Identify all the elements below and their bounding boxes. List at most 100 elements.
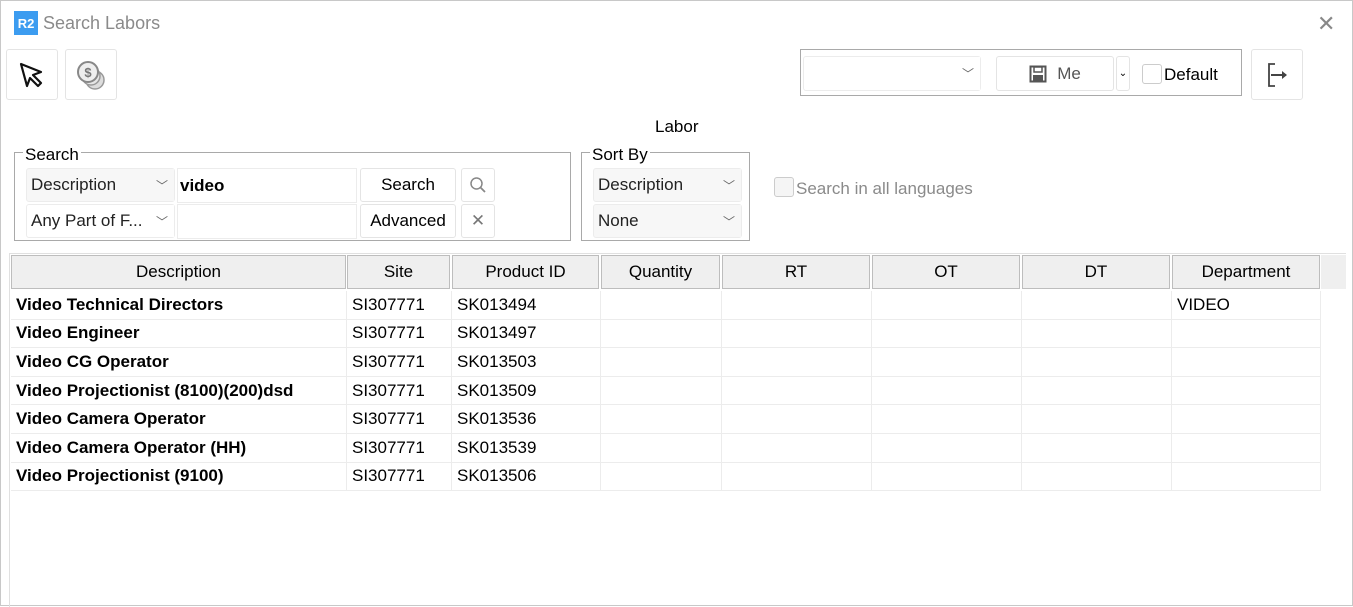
column-header-quantity[interactable]: Quantity — [601, 255, 720, 289]
cell-description: Video Projectionist (9100) — [11, 462, 347, 491]
cell-rt — [722, 405, 872, 433]
cell-product-id: SK013539 — [452, 434, 601, 462]
cell-dt — [1022, 405, 1172, 433]
cell-ot — [872, 405, 1022, 433]
cell-rt — [722, 348, 872, 376]
cell-quantity — [601, 348, 722, 376]
select-button[interactable] — [6, 49, 58, 100]
cell-site: SI307771 — [347, 434, 452, 462]
all-languages-label: Search in all languages — [796, 179, 973, 198]
chevron-down-icon: ﹀ — [150, 169, 174, 201]
table-row[interactable]: Video CG Operator SI307771 SK013503 — [11, 348, 1321, 377]
search-icon-button[interactable] — [461, 168, 495, 202]
chevron-down-icon: ⌄ — [1118, 68, 1128, 79]
cell-quantity — [601, 434, 722, 462]
cell-description: Video Technical Directors — [11, 291, 347, 319]
cell-ot — [872, 462, 1022, 491]
column-header-site[interactable]: Site — [347, 255, 450, 289]
close-icon: ✕ — [470, 211, 486, 230]
default-checkbox[interactable] — [1142, 64, 1162, 84]
chevron-down-icon: ﹀ — [717, 205, 741, 237]
cell-description: Video Camera Operator — [11, 405, 347, 433]
results-table — [9, 253, 1346, 607]
search-legend: Search — [23, 145, 81, 165]
save-icon — [1029, 65, 1047, 82]
match-mode-value: Any Part of F... — [31, 211, 143, 230]
cell-department — [1172, 462, 1321, 491]
exit-icon — [1268, 62, 1287, 87]
cell-dt — [1022, 434, 1172, 462]
cell-product-id: SK013494 — [452, 291, 601, 319]
column-header-description[interactable]: Description — [11, 255, 346, 289]
all-languages-checkbox[interactable] — [774, 177, 794, 197]
cell-description: Video Camera Operator (HH) — [11, 434, 347, 462]
cell-rt — [722, 319, 872, 348]
exit-button[interactable] — [1251, 49, 1303, 100]
search-input[interactable]: video — [177, 168, 357, 203]
coins-icon: $ — [77, 60, 105, 90]
advanced-button[interactable]: Advanced — [360, 204, 456, 238]
chevron-down-icon: ﹀ — [956, 57, 980, 90]
table-row[interactable]: Video Projectionist (9100) SI307771 SK0135… — [11, 462, 1321, 492]
table-row[interactable]: Video Camera Operator SI307771 SK013536 — [11, 405, 1321, 434]
cell-ot — [872, 434, 1022, 462]
cell-department: VIDEO — [1172, 291, 1321, 319]
table-row[interactable]: Video Engineer SI307771 SK013497 — [11, 319, 1321, 349]
search-input-secondary[interactable] — [177, 204, 357, 239]
cell-department — [1172, 319, 1321, 348]
cell-quantity — [601, 319, 722, 348]
column-header-department[interactable]: Department — [1172, 255, 1320, 289]
cell-ot — [872, 319, 1022, 348]
cell-rt — [722, 462, 872, 491]
search-field-select[interactable]: Description ﹀ — [26, 168, 175, 202]
header-filler — [1321, 255, 1346, 289]
cell-site: SI307771 — [347, 376, 452, 405]
cursor-arrow-icon — [19, 62, 43, 87]
match-mode-select[interactable]: Any Part of F... ﹀ — [26, 204, 175, 238]
cell-dt — [1022, 376, 1172, 405]
table-row[interactable]: Video Camera Operator (HH) SI307771 SK0135… — [11, 434, 1321, 463]
sort-second-select[interactable]: None ﹀ — [593, 204, 742, 238]
clear-button[interactable]: ✕ — [461, 204, 495, 238]
column-header-product-id[interactable]: Product ID — [452, 255, 599, 289]
search-group — [14, 152, 571, 241]
cell-site: SI307771 — [347, 348, 452, 376]
cell-rt — [722, 291, 872, 319]
section-title: Labor — [655, 117, 699, 136]
cell-site: SI307771 — [347, 405, 452, 433]
close-icon[interactable]: ✕ — [1317, 11, 1336, 36]
cell-dt — [1022, 291, 1172, 319]
search-icon — [470, 177, 486, 193]
pricing-button[interactable]: $ — [65, 49, 117, 100]
table-row[interactable]: Video Projectionist (8100)(200)dsd SI3077… — [11, 376, 1321, 406]
column-header-dt[interactable]: DT — [1022, 255, 1170, 289]
cell-dt — [1022, 462, 1172, 491]
cell-dt — [1022, 319, 1172, 348]
column-header-rt[interactable]: RT — [722, 255, 870, 289]
cell-product-id: SK013509 — [452, 376, 601, 405]
chevron-down-icon: ﹀ — [717, 169, 741, 201]
save-layout-dropdown[interactable]: ⌄ — [1116, 56, 1130, 91]
save-layout-label: Me — [1057, 63, 1081, 83]
column-header-ot[interactable]: OT — [872, 255, 1020, 289]
cell-rt — [722, 376, 872, 405]
cell-description: Video CG Operator — [11, 348, 347, 376]
cell-product-id: SK013506 — [452, 462, 601, 491]
cell-quantity — [601, 462, 722, 491]
search-button[interactable]: Search — [360, 168, 456, 202]
cell-product-id: SK013503 — [452, 348, 601, 376]
cell-site: SI307771 — [347, 462, 452, 491]
save-layout-button[interactable]: Me — [996, 56, 1114, 91]
sort-first-select[interactable]: Description ﹀ — [593, 168, 742, 202]
cell-department — [1172, 405, 1321, 433]
cell-department — [1172, 348, 1321, 376]
table-row[interactable]: Video Technical Directors SI307771 SK01349… — [11, 291, 1321, 320]
cell-dt — [1022, 348, 1172, 376]
cell-ot — [872, 348, 1022, 376]
cell-quantity — [601, 291, 722, 319]
layout-select[interactable]: ﹀ — [803, 56, 981, 91]
search-field-value: Description — [31, 175, 117, 194]
chevron-down-icon: ﹀ — [150, 205, 174, 237]
layout-toolbar — [800, 49, 1242, 96]
